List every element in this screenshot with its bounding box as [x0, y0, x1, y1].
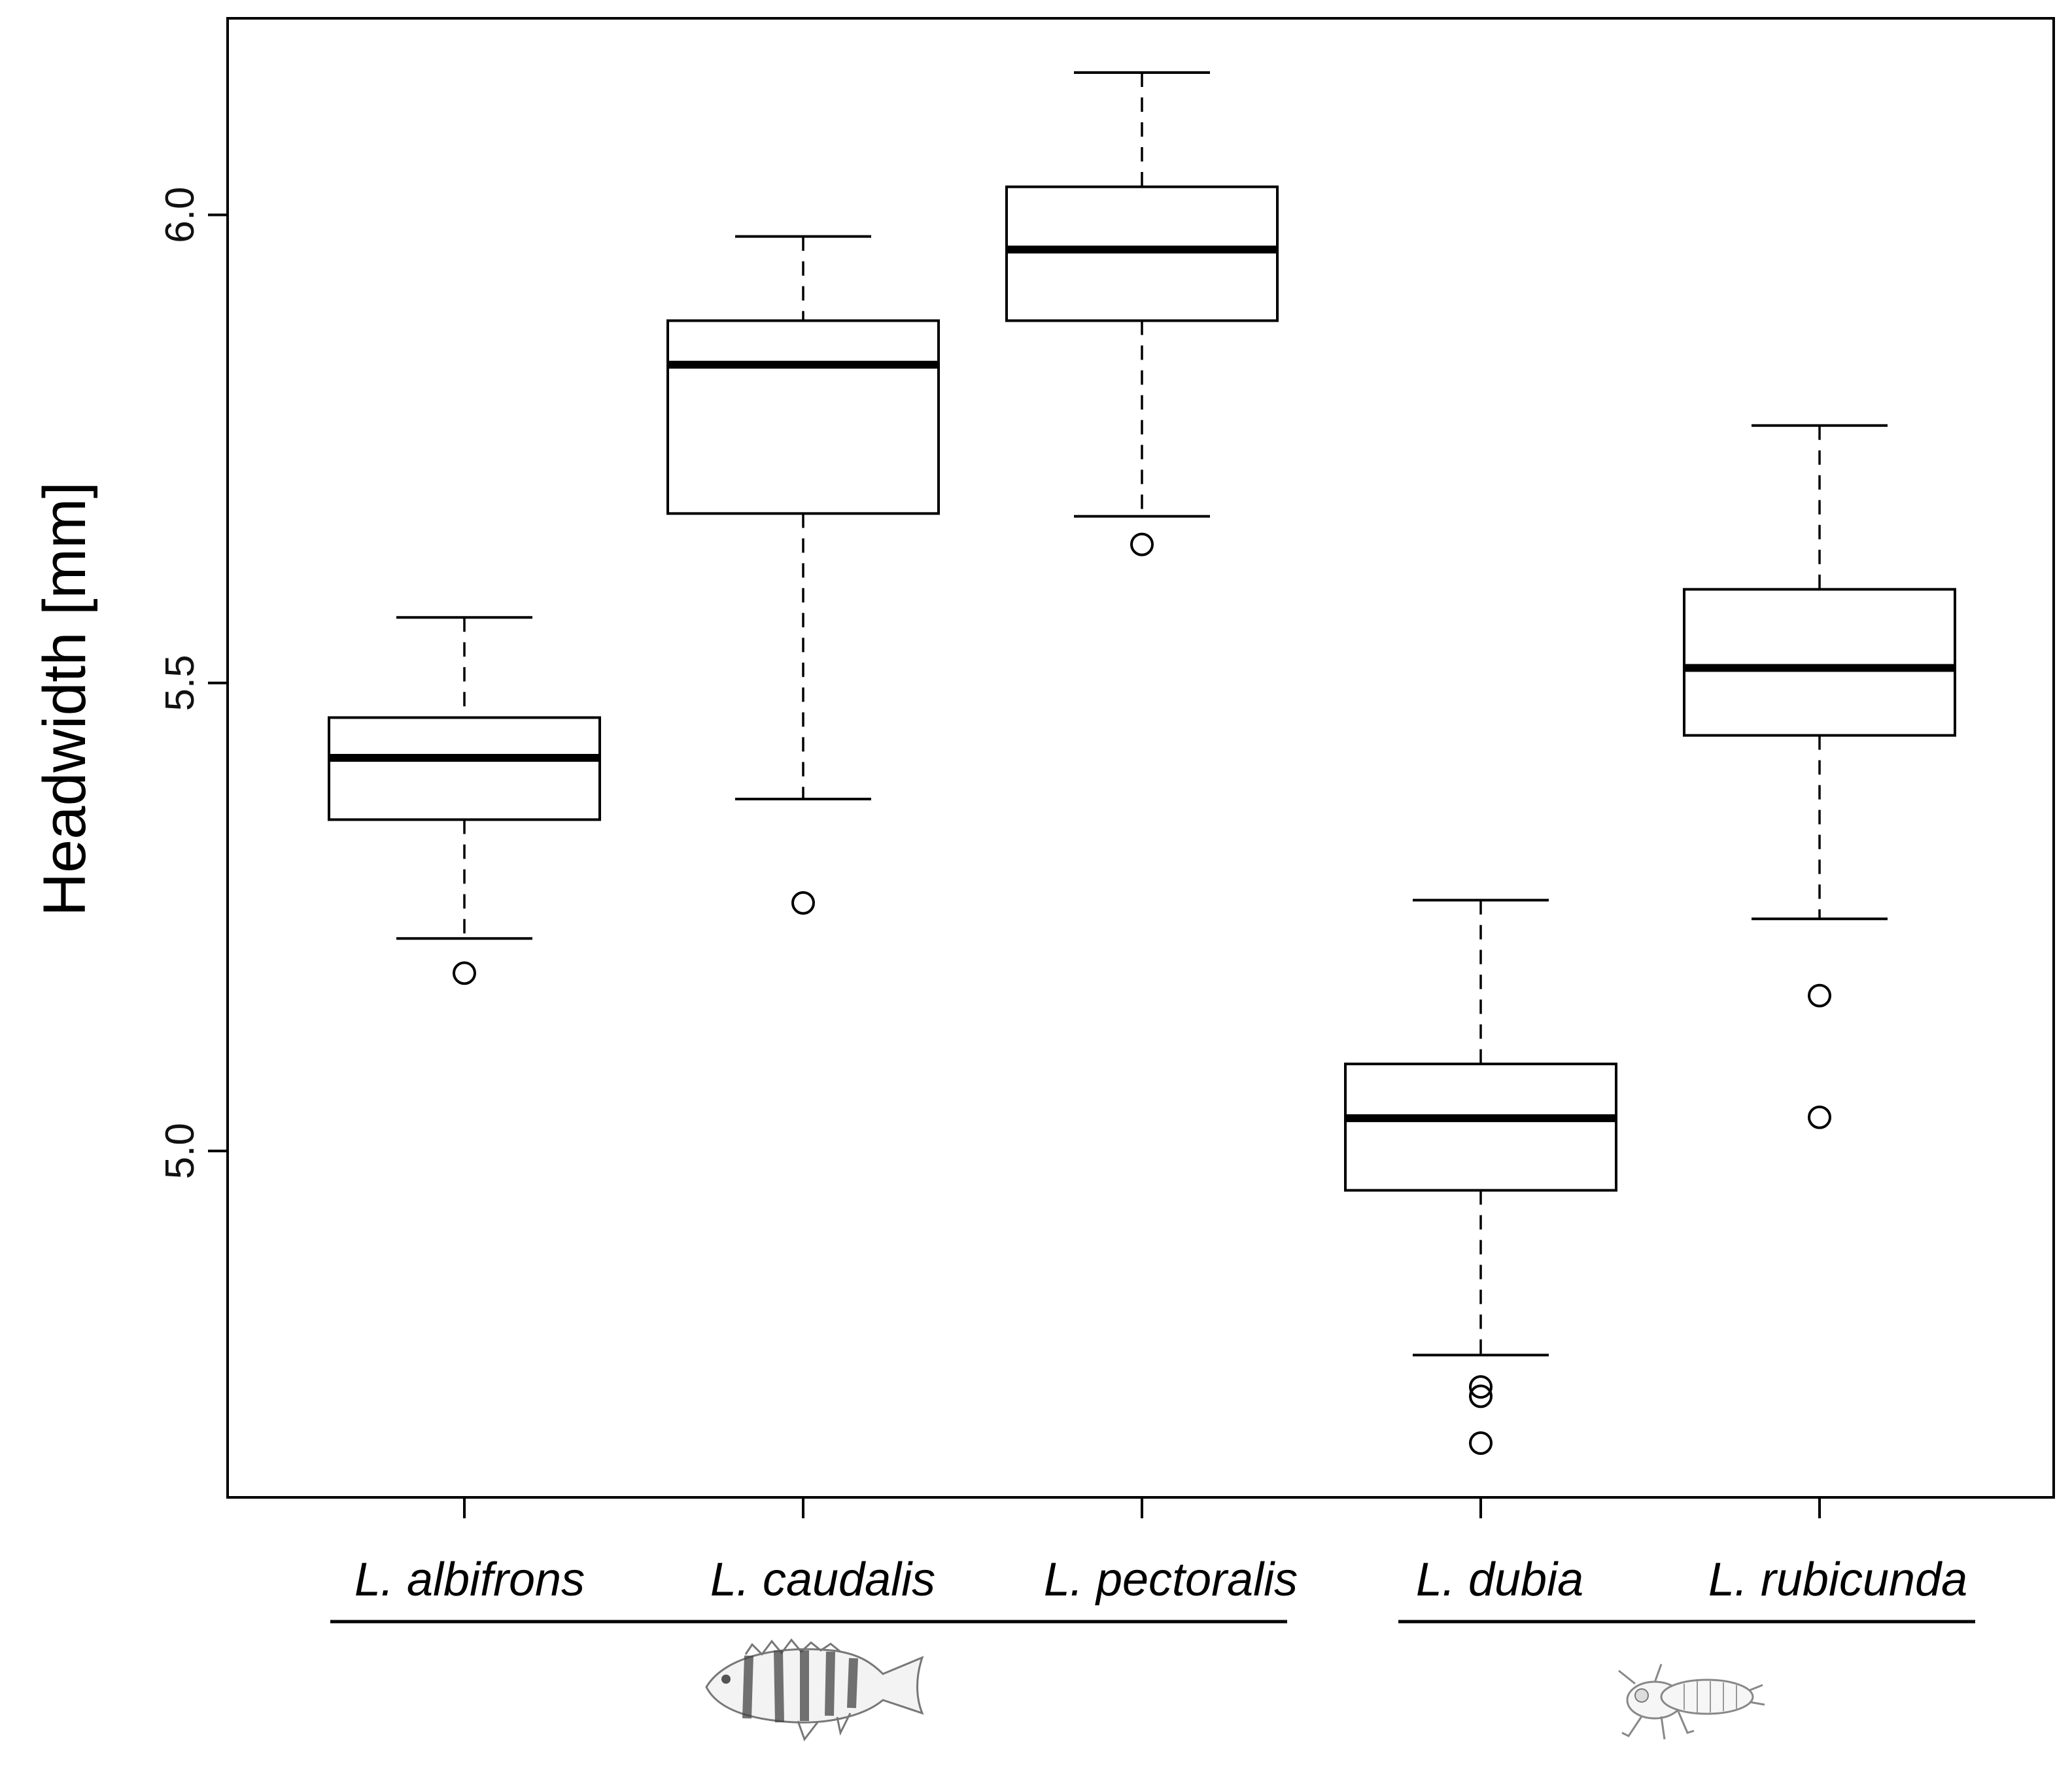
y-tick-label: 5.0 [158, 1123, 203, 1179]
iqr-box [1683, 588, 1956, 737]
x-category-label: L. rubicunda [1708, 1554, 1967, 1606]
box-l--rubicunda [1683, 424, 1956, 1129]
iqr-box [1344, 1063, 1617, 1192]
iqr-box [328, 716, 601, 821]
outlier-point [1808, 983, 1831, 1008]
box-l--pectoralis [1005, 71, 1279, 556]
perch-fish-icon [705, 1638, 924, 1742]
y-tick-label: 5.5 [158, 655, 203, 711]
iqr-box [666, 319, 940, 515]
x-axis: L. albifrons L. caudalis L. pectoralis L. d… [354, 1497, 1967, 1606]
outlier-point [1469, 1375, 1493, 1399]
y-tick-label: 6.0 [158, 187, 203, 243]
outlier-point [1808, 1105, 1831, 1129]
y-axis: 5.0 5.5 6.0 Headwidth [mm] [31, 187, 228, 1179]
dragonfly-larva-icon [1618, 1663, 1765, 1740]
x-category-label: L. pectoralis [1044, 1554, 1298, 1606]
x-category-label: L. caudalis [710, 1554, 935, 1606]
x-category-label: L. dubia [1416, 1554, 1583, 1606]
y-axis-title: Headwidth [mm] [31, 482, 98, 917]
boxes [328, 71, 1956, 1455]
box-l--dubia [1344, 898, 1617, 1455]
outlier-point [1469, 1384, 1493, 1408]
box-l--albifrons [328, 616, 601, 985]
outlier-point [1469, 1431, 1493, 1455]
iqr-box [1005, 185, 1279, 322]
outlier-point [453, 961, 476, 985]
box-l--caudalis [666, 235, 940, 915]
outlier-point [1130, 532, 1154, 556]
x-category-label: L. albifrons [354, 1554, 585, 1606]
outlier-point [791, 891, 815, 915]
